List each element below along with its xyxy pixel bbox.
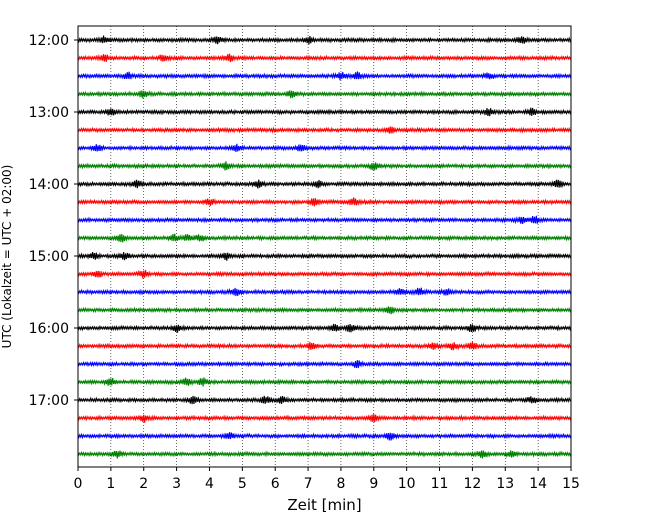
seismic-trace: [77, 341, 572, 351]
x-tick-label: 1: [106, 476, 115, 492]
x-tick-label: 0: [74, 476, 83, 492]
seismic-trace: [77, 161, 572, 171]
y-tick-label: 15:00: [29, 249, 69, 265]
y-axis: 12:00 13:00 14:00 15:00 16:00 17:00: [29, 33, 78, 409]
seismic-trace: [77, 323, 572, 333]
x-tick-label: 6: [271, 476, 280, 492]
seismic-trace: [77, 306, 572, 315]
seismic-trace: [77, 126, 572, 134]
x-tick-label: 11: [431, 476, 449, 492]
seismic-trace: [77, 269, 572, 279]
x-tick-label: 14: [529, 476, 547, 492]
x-tick-label: 9: [369, 476, 378, 492]
x-tick-label: 10: [398, 476, 416, 492]
plot-frame: [77, 25, 572, 468]
y-tick-label: 13:00: [29, 105, 69, 121]
y-tick-label: 17:00: [29, 393, 69, 409]
seismic-trace: [77, 287, 572, 297]
seismic-trace: [77, 179, 572, 189]
seismic-trace: [77, 71, 572, 81]
seismic-trace: [77, 197, 572, 207]
x-tick-label: 5: [238, 476, 247, 492]
x-tick-label: 12: [463, 476, 481, 492]
seismic-trace: [77, 143, 572, 152]
y-tick-label: 16:00: [29, 321, 69, 337]
seismic-trace: [77, 251, 572, 261]
x-tick-label: 7: [304, 476, 313, 492]
seismic-trace: [77, 360, 572, 369]
seismic-trace: [77, 450, 572, 459]
x-tick-label: 8: [336, 476, 345, 492]
y-tick-label: 12:00: [29, 33, 69, 49]
trace-group: [77, 35, 572, 459]
seismic-trace: [77, 414, 572, 423]
x-axis-label: Zeit [min]: [287, 496, 361, 514]
x-tick-label: 4: [205, 476, 214, 492]
seismic-trace: [77, 395, 572, 405]
seismic-trace: [77, 35, 572, 45]
seismic-trace: [77, 377, 572, 387]
y-tick-label: 14:00: [29, 177, 69, 193]
x-tick-label: 13: [496, 476, 514, 492]
x-axis: 0 1 2 3 4 5 6 7 8 9 10 11 12 13 14 15: [74, 467, 580, 492]
seismic-trace: [77, 233, 572, 243]
seismic-trace: [77, 432, 572, 441]
seismic-trace: [77, 89, 572, 99]
seismic-trace: [77, 107, 572, 117]
x-tick-label: 3: [172, 476, 181, 492]
x-tick-label: 2: [139, 476, 148, 492]
y-axis-label: UTC (Lokalzeit = UTC + 02:00): [0, 165, 14, 349]
seismic-trace: [77, 215, 572, 225]
seismic-trace: [77, 53, 572, 63]
x-tick-label: 15: [562, 476, 580, 492]
